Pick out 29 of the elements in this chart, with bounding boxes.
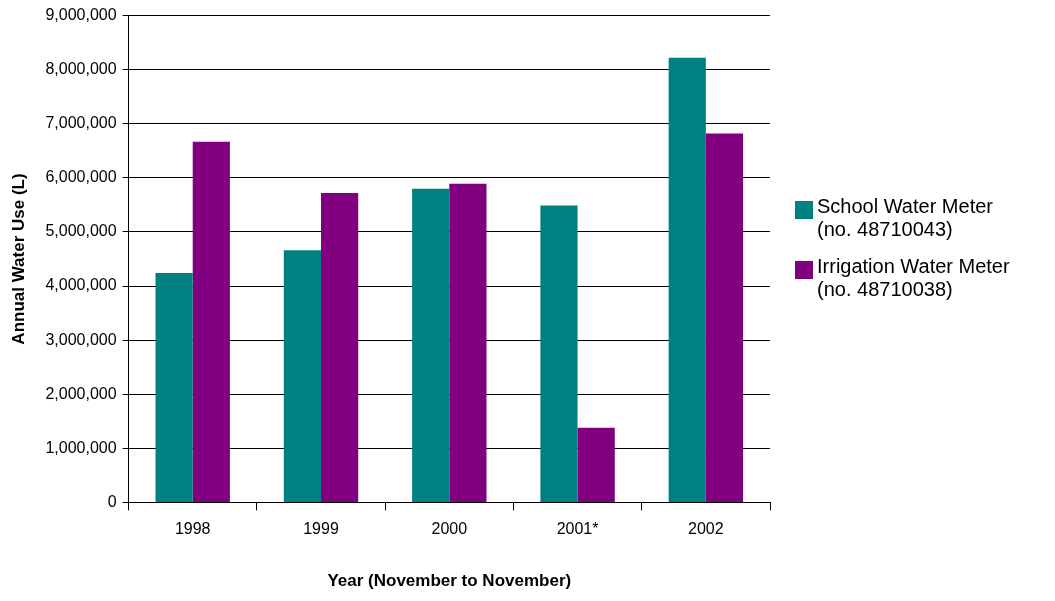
bar	[412, 188, 450, 502]
bar	[449, 183, 487, 502]
x-tick-label: 1998	[174, 520, 211, 538]
bar	[705, 133, 744, 502]
x-axis-title: Year (November to November)	[327, 571, 572, 591]
bar	[577, 427, 615, 502]
bar	[192, 141, 230, 502]
bar	[668, 57, 706, 502]
y-tick-label: 2,000,000	[45, 384, 117, 402]
y-axis-title: Annual Water Use (L)	[8, 173, 28, 345]
y-tick-label: 4,000,000	[45, 276, 117, 294]
x-tick-label: 2002	[688, 520, 724, 538]
x-tick-label: 2001*	[556, 520, 599, 538]
bar	[321, 193, 359, 502]
bar	[155, 273, 193, 502]
y-tick-label: 3,000,000	[45, 330, 117, 348]
y-tick-label: 9,000,000	[45, 6, 117, 24]
x-tick-label: 1999	[303, 520, 339, 538]
x-tick-label: 2000	[431, 520, 468, 538]
legend-label: Irrigation Water Meter (no. 48710038)	[817, 255, 1011, 301]
y-tick-label: 6,000,000	[45, 168, 117, 186]
bar	[540, 205, 578, 502]
y-tick-label: 1,000,000	[45, 438, 117, 456]
bar	[283, 250, 322, 502]
y-tick-label: 8,000,000	[45, 60, 117, 78]
y-tick-label: 7,000,000	[45, 114, 117, 132]
legend-label: School Water Meter (no. 48710043)	[817, 195, 994, 241]
y-tick-label: 0	[107, 492, 117, 510]
y-tick-label: 5,000,000	[45, 222, 117, 240]
